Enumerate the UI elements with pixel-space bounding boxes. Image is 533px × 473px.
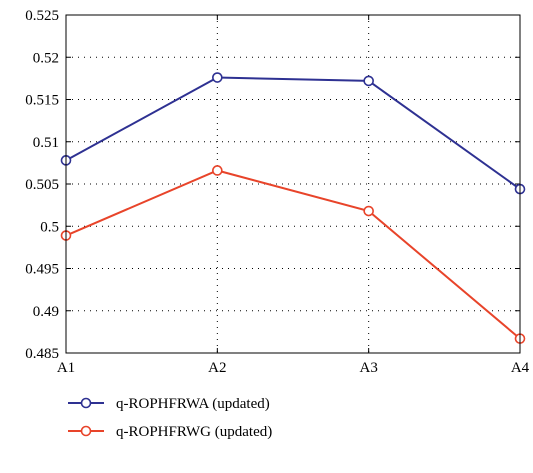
legend-marker	[80, 397, 92, 409]
y-tick-label: 0.525	[25, 8, 59, 24]
x-axis: A1 A2 A3 A4	[57, 15, 530, 376]
y-axis: 0.485 0.49 0.495 0.5 0.505 0.51 0.515 0.52 0.525	[25, 8, 520, 362]
y-tick-label: 0.515	[25, 93, 59, 109]
y-tick-label: 0.5	[40, 219, 59, 235]
grid-lines	[66, 15, 520, 353]
y-tick-label: 0.51	[33, 135, 59, 151]
legend-label: q-ROPHFRWA (updated)	[116, 396, 270, 412]
legend-label: q-ROPHFRWG (updated)	[116, 424, 272, 440]
data-point	[212, 72, 223, 83]
legend: q-ROPHFRWA (updated) q-ROPHFRWG (updated)	[68, 396, 272, 440]
y-tick-label: 0.505	[25, 177, 59, 193]
legend-marker	[80, 425, 92, 437]
data-point	[363, 75, 374, 87]
y-tick-label: 0.495	[25, 262, 59, 278]
y-tick-label: 0.485	[25, 346, 59, 362]
data-point	[363, 205, 374, 217]
x-tick-label: A3	[359, 360, 377, 376]
y-tick-label: 0.49	[33, 304, 59, 320]
plot-frame	[65, 14, 521, 354]
series-line-2	[65, 169, 521, 340]
x-tick-label: A4	[511, 360, 530, 376]
series-line-1	[65, 76, 521, 190]
data-point	[212, 165, 223, 176]
x-tick-label: A1	[57, 360, 75, 376]
y-tick-label: 0.52	[33, 50, 59, 66]
x-tick-label: A2	[208, 360, 226, 376]
series-group	[60, 72, 526, 344]
